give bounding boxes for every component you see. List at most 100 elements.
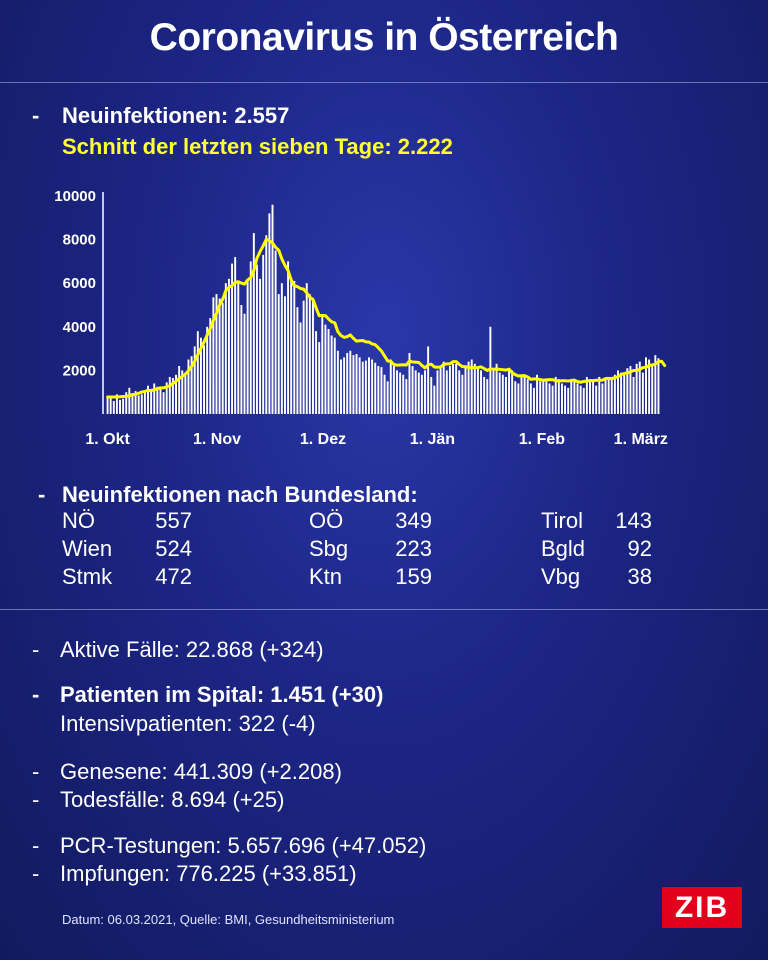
x-tick-label: 1. Okt [85,431,130,448]
bar [287,261,290,414]
bar [483,376,486,414]
bundesland-value: 143 [615,508,652,533]
bar [389,359,392,414]
bar [327,328,330,414]
bar [184,372,187,414]
bar [196,331,199,414]
bar [626,368,629,414]
bar [408,352,411,414]
bar [112,400,115,414]
bar [657,358,660,414]
stat-active-cases: - Aktive Fälle: 22.868 (+324) [32,637,324,663]
bundesland-name: Stmk [62,564,113,589]
bundesland-name: Ktn [309,564,343,589]
bar [641,372,644,414]
bundesland-name: Wien [62,536,113,561]
bar [427,346,430,414]
page-title: Coronavirus in Österreich [149,16,619,59]
bundesland-name: OÖ [309,508,344,533]
bar [371,359,374,414]
bar [343,357,346,414]
bar [514,381,517,414]
bar [274,250,277,414]
bar [610,376,613,414]
bar [355,354,358,414]
bar [302,300,305,414]
bar [495,363,498,414]
stat-recovered: - Genesene: 441.309 (+2.208) [32,759,342,785]
bundesland-name: Tirol [541,508,583,533]
bar [480,370,482,414]
bundesland-name: Vbg [541,564,581,589]
bar [551,385,554,414]
bar [554,376,557,414]
bar [165,382,168,414]
bar [346,352,349,414]
bar [511,370,514,414]
bar [218,298,221,414]
stat-hospital: - Patienten im Spital: 1.451 (+30) [32,682,383,708]
bar [215,294,218,414]
bar [439,368,442,414]
bar [420,374,423,414]
bar [119,399,121,414]
bar [150,388,153,414]
bar [392,366,395,414]
bar [442,361,445,414]
stat-text: Todesfälle: 8.694 (+25) [60,787,285,812]
bar [178,366,181,414]
bundesland-value: 38 [627,564,652,589]
bar [162,392,165,414]
bar [638,361,641,414]
bar [399,372,402,414]
bundesland-value: 557 [155,508,192,533]
bar [520,374,523,414]
bar [523,376,526,414]
bar [536,374,539,414]
bar [234,257,237,414]
bar [467,361,470,414]
bundesland-heading: Neuinfektionen nach Bundesland: [62,482,418,507]
bar [361,361,364,414]
y-tick-label: 8000 [63,232,96,249]
stat-vaccinations: - Impfungen: 776.225 (+33.851) [32,861,357,887]
bar [147,385,149,414]
bar [548,383,551,414]
bar [461,374,464,414]
bar [582,387,585,414]
bar [508,368,511,414]
bundesland-value: 159 [395,564,432,589]
bar [402,374,405,414]
bar [131,393,134,414]
bundesland-value: 92 [627,536,652,561]
seven-day-average-line [106,237,667,399]
bar [125,392,128,414]
bar [290,278,293,414]
bar [585,376,588,414]
bar [240,305,243,414]
bar [576,383,579,414]
bar [645,357,647,414]
bullet: - [32,787,40,812]
bar [349,350,352,414]
bundesland-value: 223 [395,536,432,561]
bar [589,379,591,414]
bar [374,362,377,414]
bundesland-name: Bgld [541,536,586,561]
bar [424,370,426,414]
bar [122,398,125,414]
stat-text: Genesene: 441.309 (+2.208) [60,759,342,784]
stat-text: Impfungen: 776.225 (+33.851) [60,861,357,886]
bar [564,385,567,414]
bar [252,233,255,414]
bar [417,372,420,414]
bar [380,367,383,414]
bar [445,370,448,414]
bar [106,396,109,414]
bar [489,326,492,414]
bar [601,383,604,414]
y-tick-label: 4000 [63,319,96,336]
bar [255,264,258,414]
bar [561,383,563,414]
bar [340,359,342,414]
